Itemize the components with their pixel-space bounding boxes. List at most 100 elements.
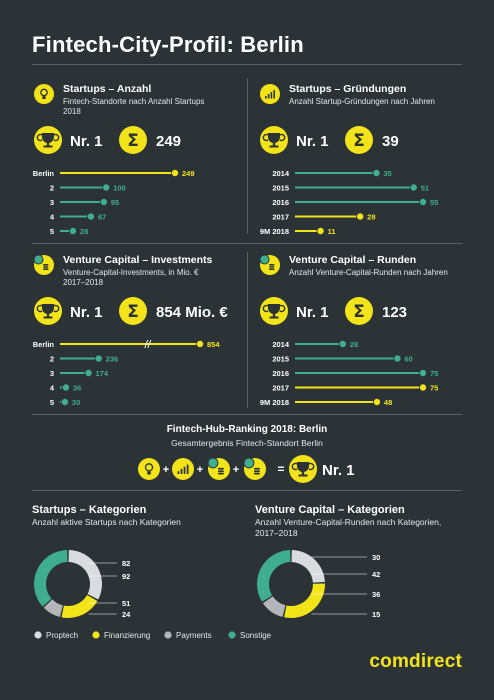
panel-total: 854 Mio. € <box>156 304 228 321</box>
hub-result: Nr. 1 <box>322 462 355 479</box>
sigma-glyph: Σ <box>127 302 139 322</box>
bar-chart-icon-bar <box>267 94 270 99</box>
sigma-glyph: Σ <box>127 131 139 151</box>
coins-stack <box>269 264 275 266</box>
bar-end-dot <box>418 383 427 392</box>
bar-end-dot <box>86 212 95 221</box>
panel-rank: Nr. 1 <box>70 304 103 321</box>
bar-value-label: 48 <box>384 398 392 407</box>
bar-value-label: 28 <box>80 227 88 236</box>
bar-end-dot <box>418 197 427 206</box>
donut-value-label: 51 <box>122 599 130 608</box>
bar-end-dot <box>68 226 77 235</box>
sigma-icon <box>119 126 147 154</box>
panel-subtitle: Fintech-Standorte nach Anzahl Startups <box>63 97 204 106</box>
trophy-cup <box>268 133 280 143</box>
donut-subtitle-vc-2: 2017–2018 <box>255 528 298 538</box>
hub-subtitle: Gesamtergebnis Fintech-Standort Berlin <box>171 438 323 448</box>
bar-value-label: 28 <box>367 213 375 222</box>
bar-value-label: 55 <box>430 198 438 207</box>
coins-stack <box>269 268 275 270</box>
donut-subtitle-vc-1: Anzahl Venture-Capital-Runden nach Kateg… <box>255 517 442 527</box>
legend-label: Sonstige <box>240 631 272 640</box>
bar-value-label: 75 <box>430 369 438 378</box>
hub-title: Fintech-Hub-Ranking 2018: Berlin <box>166 424 328 435</box>
panel-subtitle: 2017–2018 <box>63 278 104 287</box>
donut-slice <box>257 550 291 602</box>
divider-col2 <box>247 252 248 408</box>
sigma-icon <box>345 126 373 154</box>
donut-value-label: 82 <box>122 559 130 568</box>
trophy-stem <box>46 313 50 317</box>
divider-row2 <box>32 414 462 415</box>
bar-category-label: 2017 <box>272 213 289 222</box>
bar-chart-icon-bar <box>265 96 267 99</box>
bar-value-label: 51 <box>421 184 429 193</box>
trophy-handles <box>262 133 286 142</box>
legend-label: Finanzierung <box>104 631 150 640</box>
donut-slice <box>284 583 325 618</box>
bar-category-label: 4 <box>50 213 55 222</box>
legend-swatch <box>164 631 172 639</box>
coins-euro-badge <box>33 254 44 265</box>
donut-value-label: 42 <box>372 570 380 579</box>
bar-category-label: 4 <box>50 384 55 393</box>
donut-value-label: 36 <box>372 590 380 599</box>
divider-row3 <box>32 490 462 491</box>
bar-category-label: 3 <box>50 198 54 207</box>
bar-end-dot <box>372 397 381 406</box>
bar-end-dot <box>338 339 347 348</box>
bar-chart-icon-bar <box>273 90 275 99</box>
bar-value-label: 249 <box>182 169 195 178</box>
sigma-icon <box>119 297 147 325</box>
panel-total: 39 <box>382 133 399 150</box>
donut-slice <box>68 550 103 600</box>
bar-chart-icon-bar <box>180 469 183 474</box>
bar-value-label: 30 <box>72 398 80 407</box>
bar-value-label: 67 <box>98 213 106 222</box>
panel-title: Startups – Gründungen <box>289 83 406 95</box>
bar-value-label: 854 <box>207 340 220 349</box>
panel-total: 123 <box>382 304 407 321</box>
bar-category-label: 9M 2018 <box>260 398 289 407</box>
coins-stack <box>217 470 224 473</box>
lightbulb-base <box>147 471 151 475</box>
trophy-cup <box>42 304 54 314</box>
sigma-glyph: Σ <box>353 302 365 322</box>
bar-category-label: 3 <box>50 369 54 378</box>
lightbulb-icon <box>34 84 54 104</box>
lightbulb-bulb <box>40 88 48 97</box>
coins-euro-badge <box>259 254 270 265</box>
coins-stack <box>253 467 260 470</box>
bar-end-dot <box>102 183 111 192</box>
bar-end-dot <box>418 368 427 377</box>
bar-category-label: 2017 <box>272 384 289 393</box>
trophy-stem <box>46 142 50 146</box>
donut-title-vc: Venture Capital – Kategorien <box>255 504 405 516</box>
panel-rank: Nr. 1 <box>296 304 329 321</box>
panel-total: 249 <box>156 133 181 150</box>
sigma-icon <box>345 297 373 325</box>
bar-chart-icon-bar <box>270 92 273 99</box>
panel-title: Venture Capital – Investments <box>63 254 213 266</box>
coins-stack <box>43 268 49 270</box>
bar-category-label: 9M 2018 <box>260 227 289 236</box>
legend-label: Payments <box>176 631 212 640</box>
trophy-stem <box>272 142 276 146</box>
bar-end-dot <box>84 368 93 377</box>
bar-value-label: 35 <box>383 169 391 178</box>
bar-category-label: 5 <box>50 227 54 236</box>
trophy-cup <box>42 133 54 143</box>
bar-chart-icon-bar <box>183 466 186 474</box>
hub-equals: = <box>277 462 284 476</box>
donut-slice <box>43 599 63 618</box>
hub-plus: + <box>233 464 239 476</box>
bar-end-dot <box>409 183 418 192</box>
hub-plus: + <box>163 464 169 476</box>
sigma-glyph: Σ <box>353 131 365 151</box>
bar-end-dot <box>195 339 204 348</box>
legend-swatch <box>34 631 42 639</box>
bar-category-label: 2 <box>50 355 54 364</box>
donut-value-label: 24 <box>122 610 131 619</box>
